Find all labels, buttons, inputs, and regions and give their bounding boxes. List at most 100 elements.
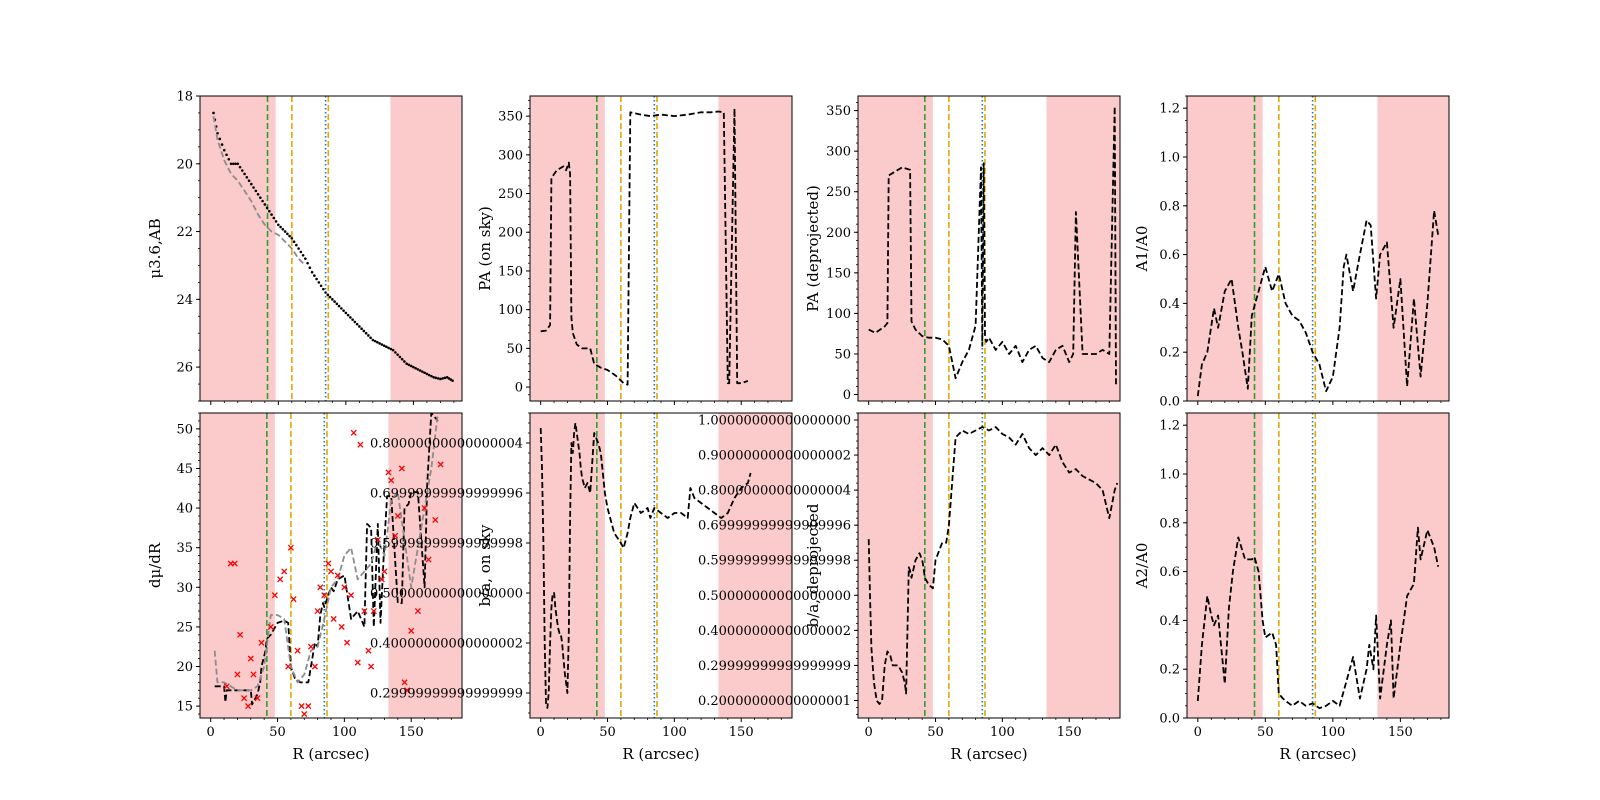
slope-marker <box>368 663 375 670</box>
y-tick-label: 150 <box>498 264 523 279</box>
data-point <box>400 357 404 361</box>
shaded-region-1 <box>858 413 933 718</box>
slope-marker <box>401 679 408 686</box>
data-point <box>270 213 273 216</box>
x-tick-label: 0 <box>537 725 545 740</box>
y-tick-label: 1.2 <box>1159 102 1180 117</box>
y-tick-label: 0.0 <box>1159 395 1180 410</box>
x-tick-label: 150 <box>729 725 754 740</box>
data-point <box>335 302 339 306</box>
data-point <box>337 304 341 308</box>
slope-marker <box>327 568 335 575</box>
x-axis-label: R (arcsec) <box>622 745 699 763</box>
data-point <box>398 355 402 359</box>
slope-marker <box>245 703 252 710</box>
data-point <box>259 196 262 199</box>
data-point <box>385 345 388 349</box>
data-point <box>369 336 372 340</box>
slope-marker <box>398 465 405 472</box>
data-point <box>277 223 280 227</box>
data-point <box>380 343 384 346</box>
data-point <box>378 342 381 345</box>
y-tick-label: 22 <box>176 225 193 240</box>
data-point <box>212 111 215 115</box>
data-point <box>234 162 237 166</box>
slope-marker <box>325 560 332 567</box>
data-point <box>216 131 219 135</box>
data-point <box>250 182 253 186</box>
slope-marker <box>254 695 261 702</box>
data-point <box>412 365 415 369</box>
x-axis-label: R (arcsec) <box>1279 745 1356 763</box>
plot-area <box>1187 413 1449 718</box>
series-a1-1 <box>1196 209 1440 397</box>
data-point <box>421 370 424 373</box>
data-point <box>344 311 348 315</box>
data-point <box>288 234 291 238</box>
slope-marker <box>307 643 315 650</box>
data-point <box>274 220 278 223</box>
data-point <box>304 257 307 260</box>
series-mu-2 <box>212 116 306 267</box>
slope-marker <box>347 592 355 599</box>
data-point <box>263 203 267 206</box>
slope-marker <box>374 536 381 543</box>
slope-marker <box>361 607 368 615</box>
data-point <box>227 157 231 161</box>
shaded-region-2 <box>718 96 792 401</box>
y-tick-label: 26 <box>176 361 193 376</box>
y-tick-label: 100 <box>498 303 523 318</box>
shaded-region-1 <box>858 96 933 401</box>
slope-marker <box>305 703 312 710</box>
panel-dmu: 0 50 100 150 15 20 25 30 35 40 45 50 dμ/dR R (arcsec) <box>146 412 463 763</box>
y-tick-label: 0.69999999999999996 <box>370 487 523 502</box>
x-tick-label: 0 <box>207 725 215 740</box>
data-point <box>286 232 289 236</box>
data-point <box>423 371 426 375</box>
data-point <box>340 307 343 310</box>
data-point <box>389 347 393 351</box>
data-point <box>371 338 375 342</box>
slope-marker <box>267 623 274 630</box>
slope-marker <box>350 429 357 436</box>
slope-marker <box>334 572 341 579</box>
data-point <box>223 148 226 152</box>
x-tick-label: 50 <box>599 725 616 740</box>
slope-marker <box>392 532 399 539</box>
series-ba_deproj-1 <box>867 426 1119 705</box>
y-axis-label: b/a, on sky <box>476 524 494 606</box>
data-point <box>268 209 271 213</box>
data-point <box>256 192 260 196</box>
data-point <box>317 281 321 284</box>
data-point <box>430 374 433 378</box>
data-point <box>382 344 386 347</box>
y-axis-label: PA (deprojected) <box>804 185 822 312</box>
panel-pa_deproj: 0 50 100 150 200 250 300 350 PA (deprojected) <box>804 95 1121 405</box>
data-point <box>405 362 408 366</box>
x-tick-label: 150 <box>399 725 424 740</box>
shaded-region-1 <box>1187 413 1263 718</box>
slope-marker <box>234 671 241 678</box>
y-tick-label: 20 <box>176 660 193 675</box>
y-tick-label: 0.4 <box>1159 297 1180 312</box>
data-point <box>409 364 413 368</box>
y-tick-label: 1.00000000000000000 <box>698 414 851 429</box>
data-point <box>245 176 249 179</box>
slope-marker <box>241 695 248 702</box>
data-point <box>407 363 411 367</box>
y-tick-label: 18 <box>176 90 193 105</box>
data-point <box>331 298 334 301</box>
y-tick-label: 0.2 <box>1159 346 1180 361</box>
y-tick-label: 50 <box>834 347 851 362</box>
data-point <box>403 360 406 363</box>
series-ba_sky-1 <box>539 422 752 709</box>
data-point <box>326 293 330 297</box>
slope-marker <box>365 647 372 654</box>
y-tick-label: 0.90000000000000002 <box>698 449 851 464</box>
data-point <box>301 253 305 257</box>
slope-marker <box>343 639 351 646</box>
y-tick-label: 30 <box>176 581 193 596</box>
data-point <box>434 376 438 380</box>
data-point <box>319 284 323 288</box>
